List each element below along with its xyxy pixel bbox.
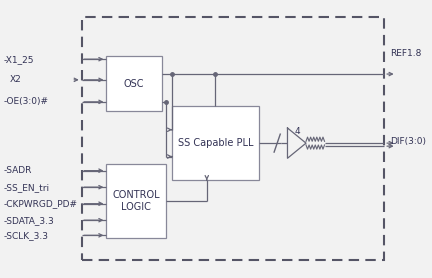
- Bar: [106, 56, 162, 111]
- Text: X2: X2: [10, 75, 21, 84]
- Bar: [82, 16, 384, 260]
- Text: 4: 4: [295, 127, 301, 136]
- Text: -SCLK_3.3: -SCLK_3.3: [3, 231, 48, 240]
- Text: SS Capable PLL: SS Capable PLL: [178, 138, 253, 148]
- Text: CONTROL
LOGIC: CONTROL LOGIC: [112, 190, 160, 212]
- Text: -SS_EN_tri: -SS_EN_tri: [3, 183, 50, 192]
- Text: OSC: OSC: [124, 79, 144, 89]
- Text: DIF(3:0): DIF(3:0): [391, 137, 426, 146]
- Bar: [172, 106, 259, 180]
- Text: -SDATA_3.3: -SDATA_3.3: [3, 216, 54, 225]
- Bar: [106, 164, 166, 238]
- Text: -OE(3:0)#: -OE(3:0)#: [3, 97, 48, 106]
- Text: -CKPWRGD_PD#: -CKPWRGD_PD#: [3, 199, 77, 208]
- Text: REF1.8: REF1.8: [391, 49, 422, 58]
- Text: -SADR: -SADR: [3, 166, 32, 175]
- Text: -X1_25: -X1_25: [3, 55, 34, 64]
